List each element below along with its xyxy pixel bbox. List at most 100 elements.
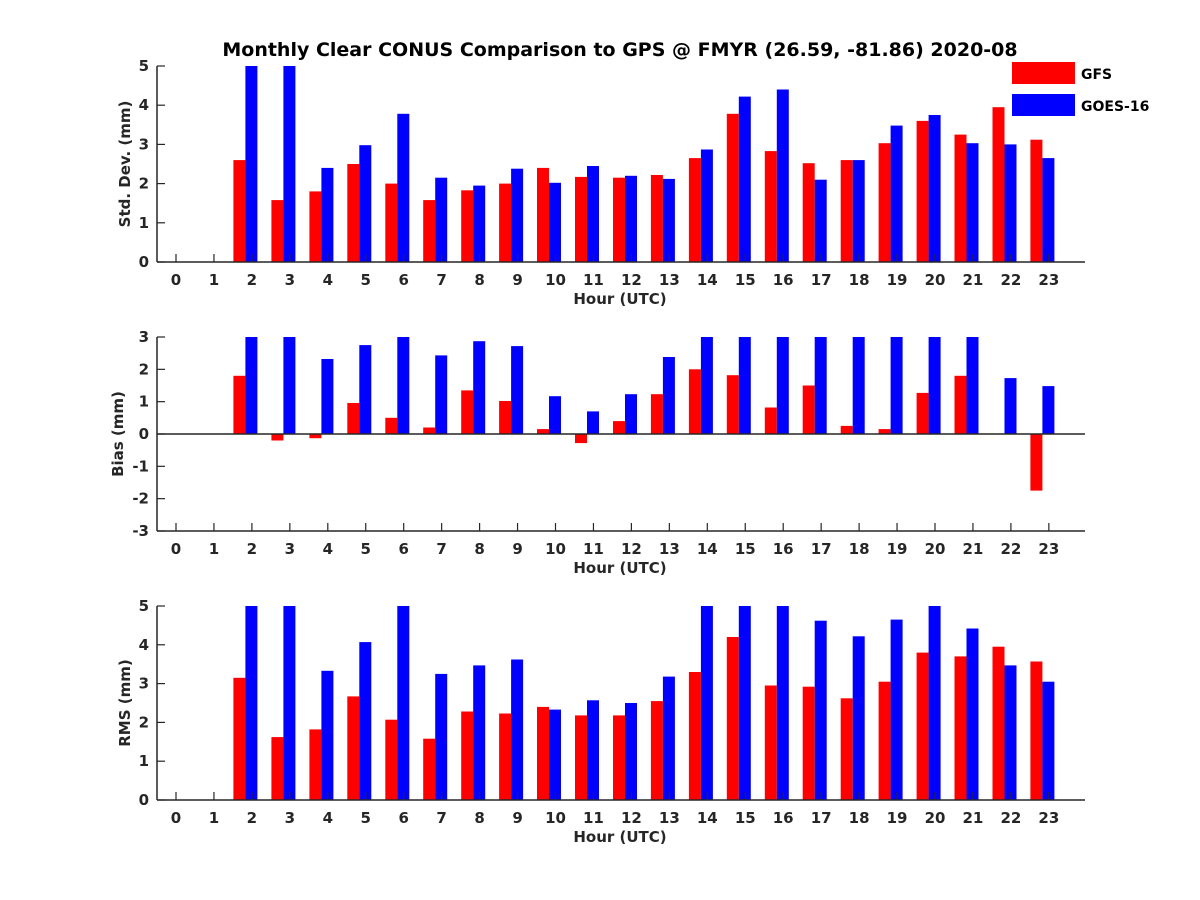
bar-bias-goes16-hour-12 xyxy=(662,357,675,434)
x-tick-label-std-dev-0: 0 xyxy=(171,271,181,289)
y-axis-label-rms: RMS (mm) xyxy=(116,659,134,746)
x-tick-label-rms-0: 0 xyxy=(171,809,181,827)
x-tick-label-rms-18: 18 xyxy=(849,809,870,827)
x-tick-label-bias-23: 23 xyxy=(1038,540,1059,558)
bar-rms-gfs-hour-16 xyxy=(802,686,815,800)
bar-std-dev-gfs-hour-13 xyxy=(688,158,701,262)
x-tick-label-std-dev-19: 19 xyxy=(887,271,908,289)
bar-std-dev-goes16-hour-6 xyxy=(435,177,448,262)
bar-rms-goes16-hour-16 xyxy=(814,620,827,800)
bar-rms-gfs-hour-11 xyxy=(613,715,625,800)
bar-std-dev-gfs-hour-3 xyxy=(309,191,322,262)
bar-rms-goes16-hour-6 xyxy=(435,673,448,800)
bar-rms-goes16-hour-1 xyxy=(245,606,258,800)
x-tick-label-bias-1: 1 xyxy=(209,540,219,558)
x-tick-label-std-dev-14: 14 xyxy=(697,271,718,289)
bar-std-dev-goes16-hour-3 xyxy=(321,167,334,262)
bar-rms-gfs-hour-15 xyxy=(764,685,777,800)
x-tick-label-std-dev-22: 22 xyxy=(1000,271,1021,289)
bar-bias-goes16-hour-5 xyxy=(397,337,410,434)
x-tick-label-rms-6: 6 xyxy=(398,809,408,827)
bar-bias-gfs-hour-16 xyxy=(802,385,815,434)
bar-bias-gfs-hour-9 xyxy=(537,429,549,434)
y-tick-label-rms-4: 4 xyxy=(139,636,149,654)
x-tick-label-std-dev-13: 13 xyxy=(659,271,680,289)
bar-std-dev-goes16-hour-13 xyxy=(700,149,713,262)
bar-bias-gfs-hour-6 xyxy=(423,427,436,434)
bar-rms-gfs-hour-22 xyxy=(1030,661,1043,800)
bar-bias-goes16-hour-6 xyxy=(435,355,448,434)
bar-std-dev-gfs-hour-10 xyxy=(575,176,587,262)
bar-rms-gfs-hour-6 xyxy=(423,738,436,800)
bar-rms-gfs-hour-18 xyxy=(878,681,891,800)
x-tick-label-rms-9: 9 xyxy=(512,809,522,827)
y-tick-label-bias-0: 0 xyxy=(139,425,149,443)
bar-bias-goes16-hour-22 xyxy=(1042,386,1055,434)
x-tick-label-bias-17: 17 xyxy=(811,540,832,558)
x-tick-label-bias-2: 2 xyxy=(247,540,257,558)
x-tick-label-std-dev-18: 18 xyxy=(849,271,870,289)
bar-rms-goes16-hour-8 xyxy=(511,659,524,800)
legend-label-gfs: GFS xyxy=(1081,67,1112,83)
bar-rms-gfs-hour-20 xyxy=(954,656,967,800)
y-tick-label-bias--1: -1 xyxy=(132,457,149,475)
x-tick-label-std-dev-16: 16 xyxy=(773,271,794,289)
y-tick-label-bias-1: 1 xyxy=(139,393,149,411)
bar-std-dev-goes16-hour-1 xyxy=(245,66,258,262)
y-tick-label-rms-3: 3 xyxy=(139,675,149,693)
bar-std-dev-gfs-hour-9 xyxy=(537,167,549,262)
bar-bias-gfs-hour-12 xyxy=(650,394,663,434)
x-tick-label-std-dev-10: 10 xyxy=(545,271,566,289)
x-tick-label-std-dev-17: 17 xyxy=(811,271,832,289)
x-tick-label-std-dev-20: 20 xyxy=(925,271,946,289)
x-tick-label-std-dev-12: 12 xyxy=(621,271,642,289)
x-tick-label-rms-2: 2 xyxy=(247,809,257,827)
bar-rms-gfs-hour-13 xyxy=(688,672,701,800)
bar-std-dev-goes16-hour-9 xyxy=(549,182,561,262)
bar-rms-goes16-hour-21 xyxy=(1004,665,1017,800)
x-tick-label-bias-5: 5 xyxy=(361,540,371,558)
bar-rms-gfs-hour-4 xyxy=(347,696,360,800)
bar-std-dev-goes16-hour-14 xyxy=(738,96,751,262)
bar-std-dev-gfs-hour-21 xyxy=(992,107,1005,262)
bar-std-dev-goes16-hour-11 xyxy=(625,175,637,262)
bar-rms-gfs-hour-7 xyxy=(461,711,474,800)
bar-rms-gfs-hour-12 xyxy=(650,701,663,800)
bar-rms-goes16-hour-22 xyxy=(1042,681,1055,800)
x-tick-label-rms-3: 3 xyxy=(285,809,295,827)
bar-rms-goes16-hour-2 xyxy=(283,606,296,800)
bar-bias-gfs-hour-10 xyxy=(575,434,587,444)
x-tick-label-bias-11: 11 xyxy=(583,540,604,558)
bar-rms-gfs-hour-17 xyxy=(840,698,853,800)
x-tick-label-rms-23: 23 xyxy=(1038,809,1059,827)
bar-std-dev-gfs-hour-1 xyxy=(233,160,246,262)
x-tick-label-bias-7: 7 xyxy=(436,540,446,558)
x-tick-label-rms-5: 5 xyxy=(361,809,371,827)
bar-bias-goes16-hour-11 xyxy=(625,394,637,434)
y-tick-label-rms-2: 2 xyxy=(139,713,149,731)
bar-std-dev-goes16-hour-21 xyxy=(1004,144,1017,262)
bar-rms-gfs-hour-10 xyxy=(575,715,587,800)
bar-rms-goes16-hour-17 xyxy=(852,636,865,800)
bar-std-dev-gfs-hour-11 xyxy=(613,177,625,262)
bar-std-dev-gfs-hour-12 xyxy=(650,175,663,262)
bar-std-dev-gfs-hour-16 xyxy=(802,163,815,262)
bar-rms-gfs-hour-19 xyxy=(916,652,929,800)
bar-bias-goes16-hour-20 xyxy=(966,337,979,434)
x-tick-label-bias-9: 9 xyxy=(512,540,522,558)
x-tick-label-bias-16: 16 xyxy=(773,540,794,558)
bar-std-dev-gfs-hour-4 xyxy=(347,164,360,262)
bar-rms-gfs-hour-9 xyxy=(537,706,549,800)
bar-std-dev-gfs-hour-20 xyxy=(954,134,967,262)
x-tick-label-bias-8: 8 xyxy=(474,540,484,558)
x-tick-label-bias-3: 3 xyxy=(285,540,295,558)
bar-rms-goes16-hour-10 xyxy=(587,700,599,800)
bar-rms-goes16-hour-4 xyxy=(359,642,372,800)
bar-bias-gfs-hour-11 xyxy=(613,421,625,434)
bar-bias-goes16-hour-9 xyxy=(549,396,561,434)
